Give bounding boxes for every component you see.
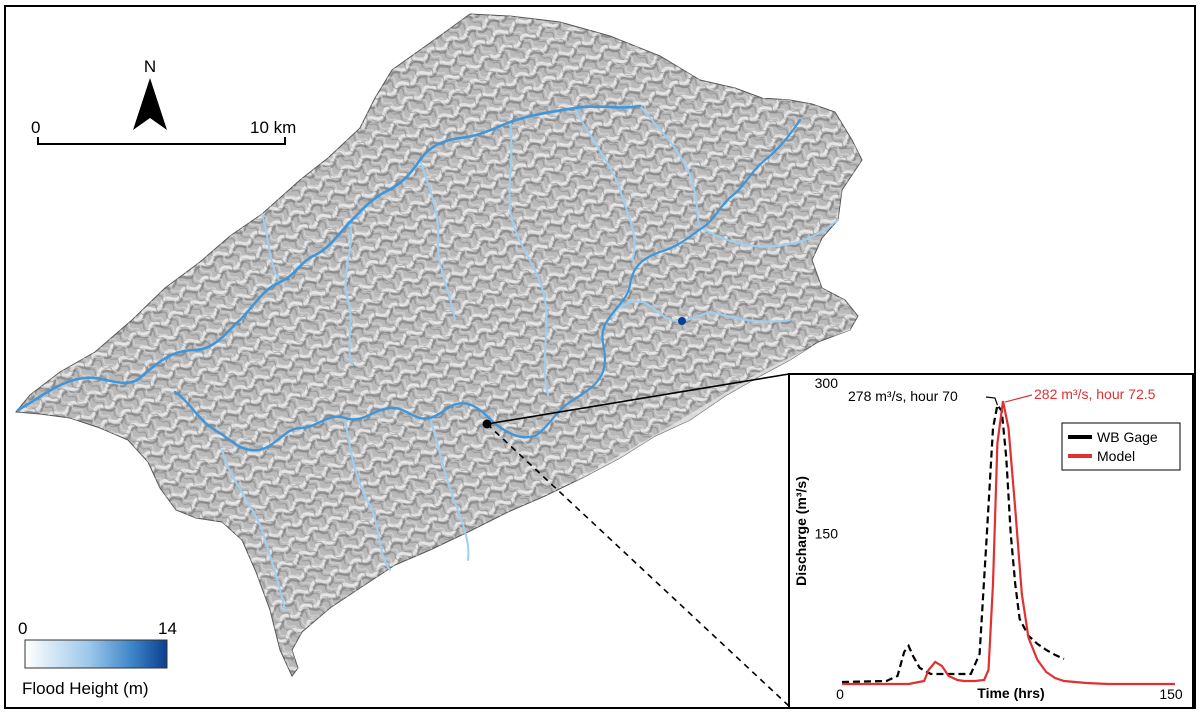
annotation-leader-model xyxy=(1004,394,1033,403)
leader-line-dashed xyxy=(486,423,790,707)
peak-annotation-model: 282 m³/s, hour 72.5 xyxy=(1034,386,1156,402)
tributary-stream xyxy=(429,417,470,561)
tributary-stream xyxy=(344,417,391,571)
tributary-stream xyxy=(709,311,791,323)
legend-max-label: 14 xyxy=(158,619,177,638)
scale-end-label: 10 km xyxy=(250,118,296,137)
tributary-stream xyxy=(574,107,636,261)
tributary-stream xyxy=(604,300,711,326)
peak-annotation-gage: 278 m³/s, hour 70 xyxy=(848,388,958,404)
flood-legend-bar xyxy=(24,639,168,669)
series-line-wb-gage xyxy=(841,402,1065,684)
x-tick-label: 0 xyxy=(836,686,844,702)
south-river-channel xyxy=(173,390,537,452)
river-network xyxy=(16,104,839,611)
y-axis-label: Discharge (m³/s) xyxy=(793,476,809,586)
main-river-channel xyxy=(16,104,642,412)
deep-flood-spot xyxy=(678,317,686,325)
scale-bar: 0 10 km xyxy=(31,118,296,145)
legend-entry-model: Model xyxy=(1097,448,1135,464)
annotation-leader-gage xyxy=(985,396,998,406)
north-label: N xyxy=(144,57,156,76)
x-tick-label: 150 xyxy=(1159,686,1183,702)
x-axis-label: Time (hrs) xyxy=(977,685,1044,701)
tributary-stream xyxy=(639,105,703,229)
y-tick-label: 300 xyxy=(815,375,839,391)
tributary-stream xyxy=(701,219,839,248)
scale-start-label: 0 xyxy=(31,118,40,137)
tributary-stream xyxy=(344,221,353,366)
tributary-stream xyxy=(221,449,286,611)
legend-min-label: 0 xyxy=(18,619,28,638)
east-river-channel xyxy=(533,118,802,438)
legend-title: Flood Height (m) xyxy=(22,679,149,698)
tributary-stream xyxy=(261,213,281,283)
series-line-model xyxy=(842,400,1175,686)
legend-entry-gage: WB Gage xyxy=(1097,429,1158,445)
tributary-stream xyxy=(419,159,456,321)
north-arrow-icon: N xyxy=(133,57,167,130)
tributary-stream xyxy=(508,121,549,396)
chart-legend: WB Gage Model xyxy=(1061,422,1181,471)
leader-line-solid xyxy=(486,373,790,425)
y-tick-label: 150 xyxy=(815,526,839,542)
